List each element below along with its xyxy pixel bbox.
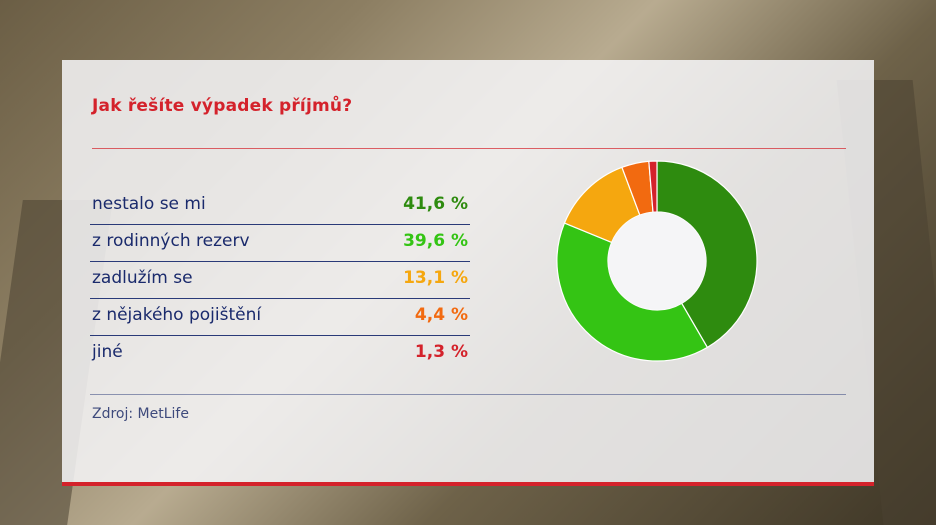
data-label: 1,3 % xyxy=(414,342,468,362)
donut-hole xyxy=(608,212,706,310)
legend-label: zadlužím se xyxy=(92,268,193,288)
panel-accent-bar xyxy=(62,482,874,486)
title-divider xyxy=(92,148,846,149)
legend-row: z nějakého pojištění 4,4 % xyxy=(90,299,470,336)
legend-label: jiné xyxy=(92,342,123,362)
donut-chart xyxy=(556,160,758,362)
source-note: Zdroj: MetLife xyxy=(92,406,189,422)
legend-row: nestalo se mi 41,6 % xyxy=(90,188,470,225)
chart-title: Jak řešíte výpadek příjmů? xyxy=(92,96,353,116)
data-label: 41,6 % xyxy=(403,194,468,214)
legend-table: nestalo se mi 41,6 % z rodinných rezerv … xyxy=(90,188,470,372)
data-label: 39,6 % xyxy=(403,231,468,251)
data-label: 4,4 % xyxy=(414,305,468,325)
legend-row: zadlužím se 13,1 % xyxy=(90,262,470,299)
legend-row: jiné 1,3 % xyxy=(90,336,470,372)
footer-divider xyxy=(90,394,846,395)
legend-label: z rodinných rezerv xyxy=(92,231,250,251)
legend-label: nestalo se mi xyxy=(92,194,206,214)
legend-row: z rodinných rezerv 39,6 % xyxy=(90,225,470,262)
donut-slice xyxy=(656,160,758,349)
data-label: 13,1 % xyxy=(403,268,468,288)
legend-label: z nějakého pojištění xyxy=(92,305,262,325)
chart-panel: Jak řešíte výpadek příjmů? nestalo se mi… xyxy=(62,60,874,482)
